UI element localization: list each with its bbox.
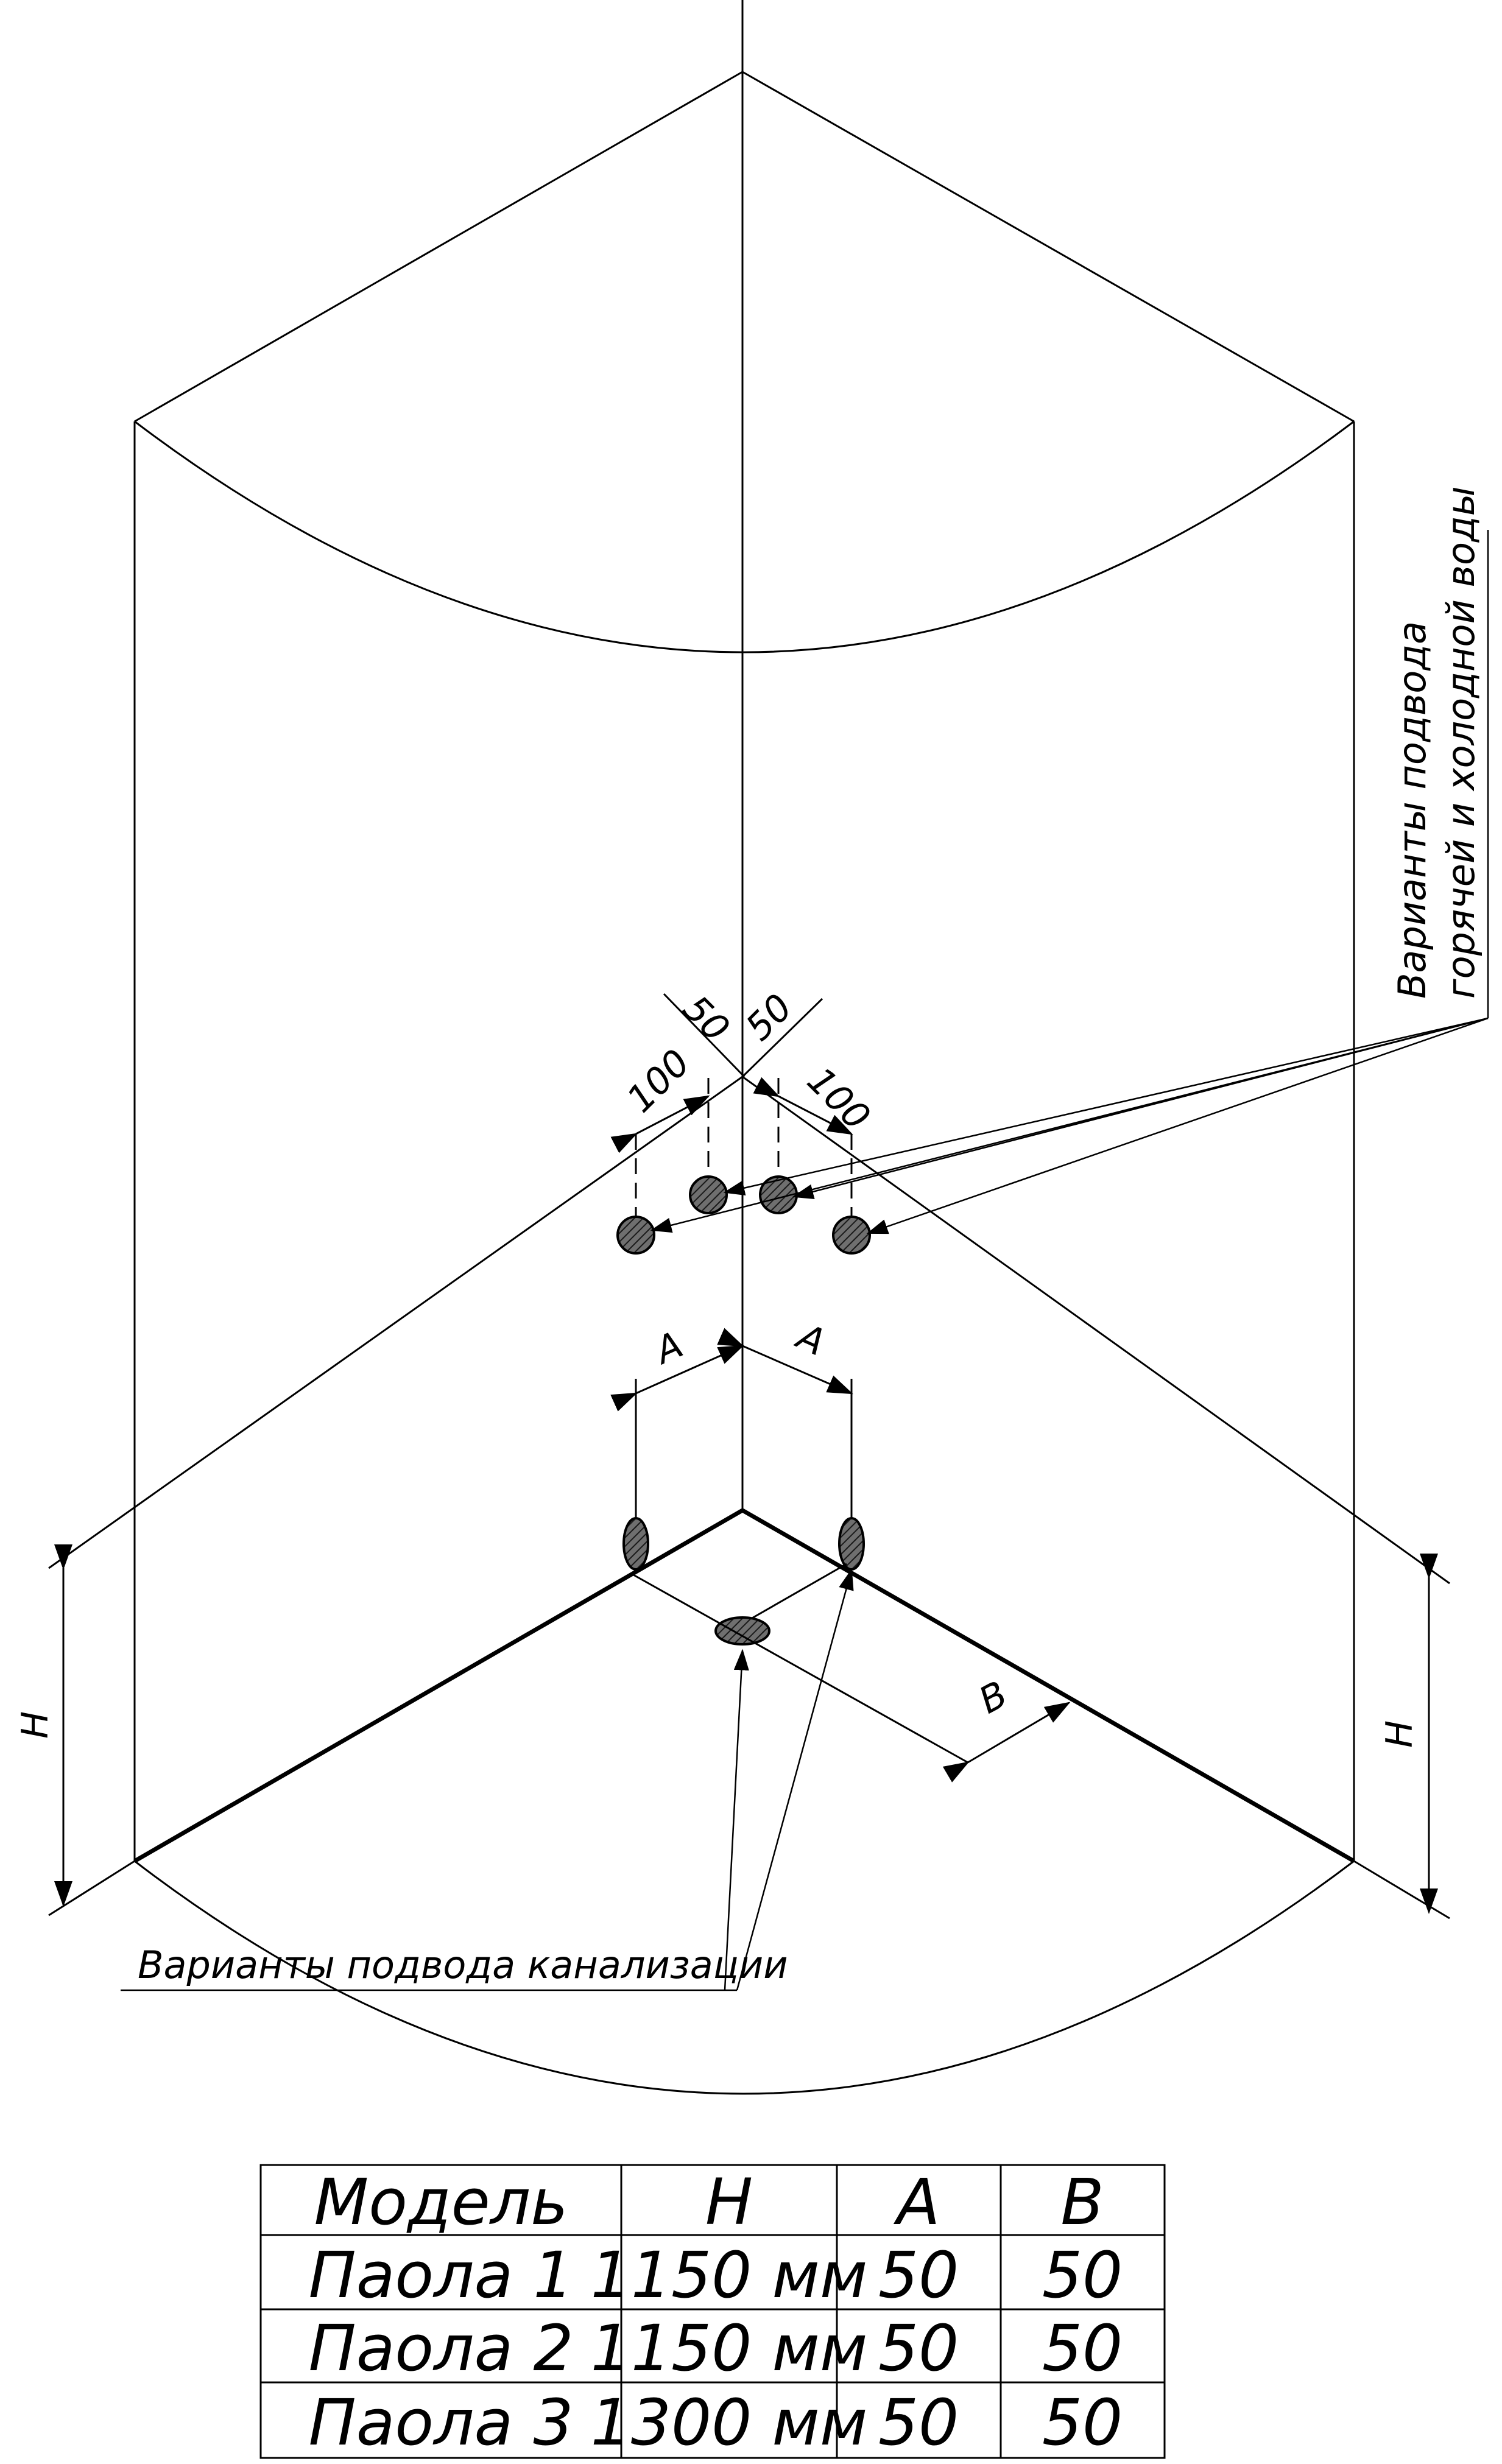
table-cell-model: Паола 2 <box>309 2311 574 2385</box>
table-cell-b: 50 <box>1042 2385 1123 2460</box>
level-lines <box>48 1075 1450 1920</box>
sewer-supply-leaders <box>121 1568 854 1991</box>
sewer-hole-right <box>838 1517 865 1571</box>
table-cell-a: 50 <box>878 2311 959 2385</box>
specs-table: Модель H A B Паола 1 1150 мм 50 50 Паола… <box>259 2164 1166 2460</box>
water-supply-note-line2: горячей и холодной воды <box>1439 486 1483 999</box>
water-hole-2 <box>689 1175 728 1214</box>
a-dimension-lines <box>610 1328 853 1530</box>
water-supply-holes <box>616 1175 871 1255</box>
label-a-left: A <box>647 1323 689 1373</box>
table-cell-model: Паола 1 <box>309 2238 574 2312</box>
water-hole-1 <box>616 1216 655 1255</box>
table-cell-b: 50 <box>1042 2311 1123 2385</box>
water-supply-note-line1: Варианты подвода <box>1390 621 1434 999</box>
table-header-b: B <box>1060 2165 1104 2239</box>
table-cell-a: 50 <box>878 2238 959 2312</box>
label-spacing-left-100: 100 <box>619 1041 698 1121</box>
label-b: B <box>972 1673 1014 1722</box>
table-cell-b: 50 <box>1042 2238 1123 2312</box>
table-header-a: A <box>893 2165 940 2239</box>
table-cell-h: 1300 мм <box>591 2385 868 2460</box>
water-hole-4 <box>832 1216 871 1255</box>
sewer-hole-floor <box>714 1616 770 1646</box>
water-supply-leaders <box>650 530 1489 1234</box>
table-cell-model: Паола 3 <box>309 2385 574 2460</box>
sewer-supply-note: Варианты подвода канализации <box>138 1943 788 1987</box>
table-header-h: H <box>705 2165 753 2239</box>
table-cell-a: 50 <box>878 2385 959 2460</box>
b-dimension-lines <box>633 1563 1071 1783</box>
spacing-dimension-lines <box>610 1077 853 1153</box>
cabin-outline <box>133 0 1355 2095</box>
table-header-model: Модель <box>314 2165 568 2239</box>
sewer-hole-left <box>622 1517 649 1571</box>
sewer-holes <box>622 1517 865 1646</box>
label-h-left: H <box>14 1711 57 1739</box>
offset-dimension-lines <box>663 993 823 1078</box>
table-cell-h: 1150 мм <box>591 2238 868 2312</box>
label-h-right: H <box>1378 1720 1421 1748</box>
label-offset-right-50: 50 <box>738 986 800 1049</box>
table-cell-h: 1150 мм <box>591 2311 868 2385</box>
label-a-right: A <box>789 1314 831 1364</box>
label-offset-left-50: 50 <box>674 987 737 1050</box>
